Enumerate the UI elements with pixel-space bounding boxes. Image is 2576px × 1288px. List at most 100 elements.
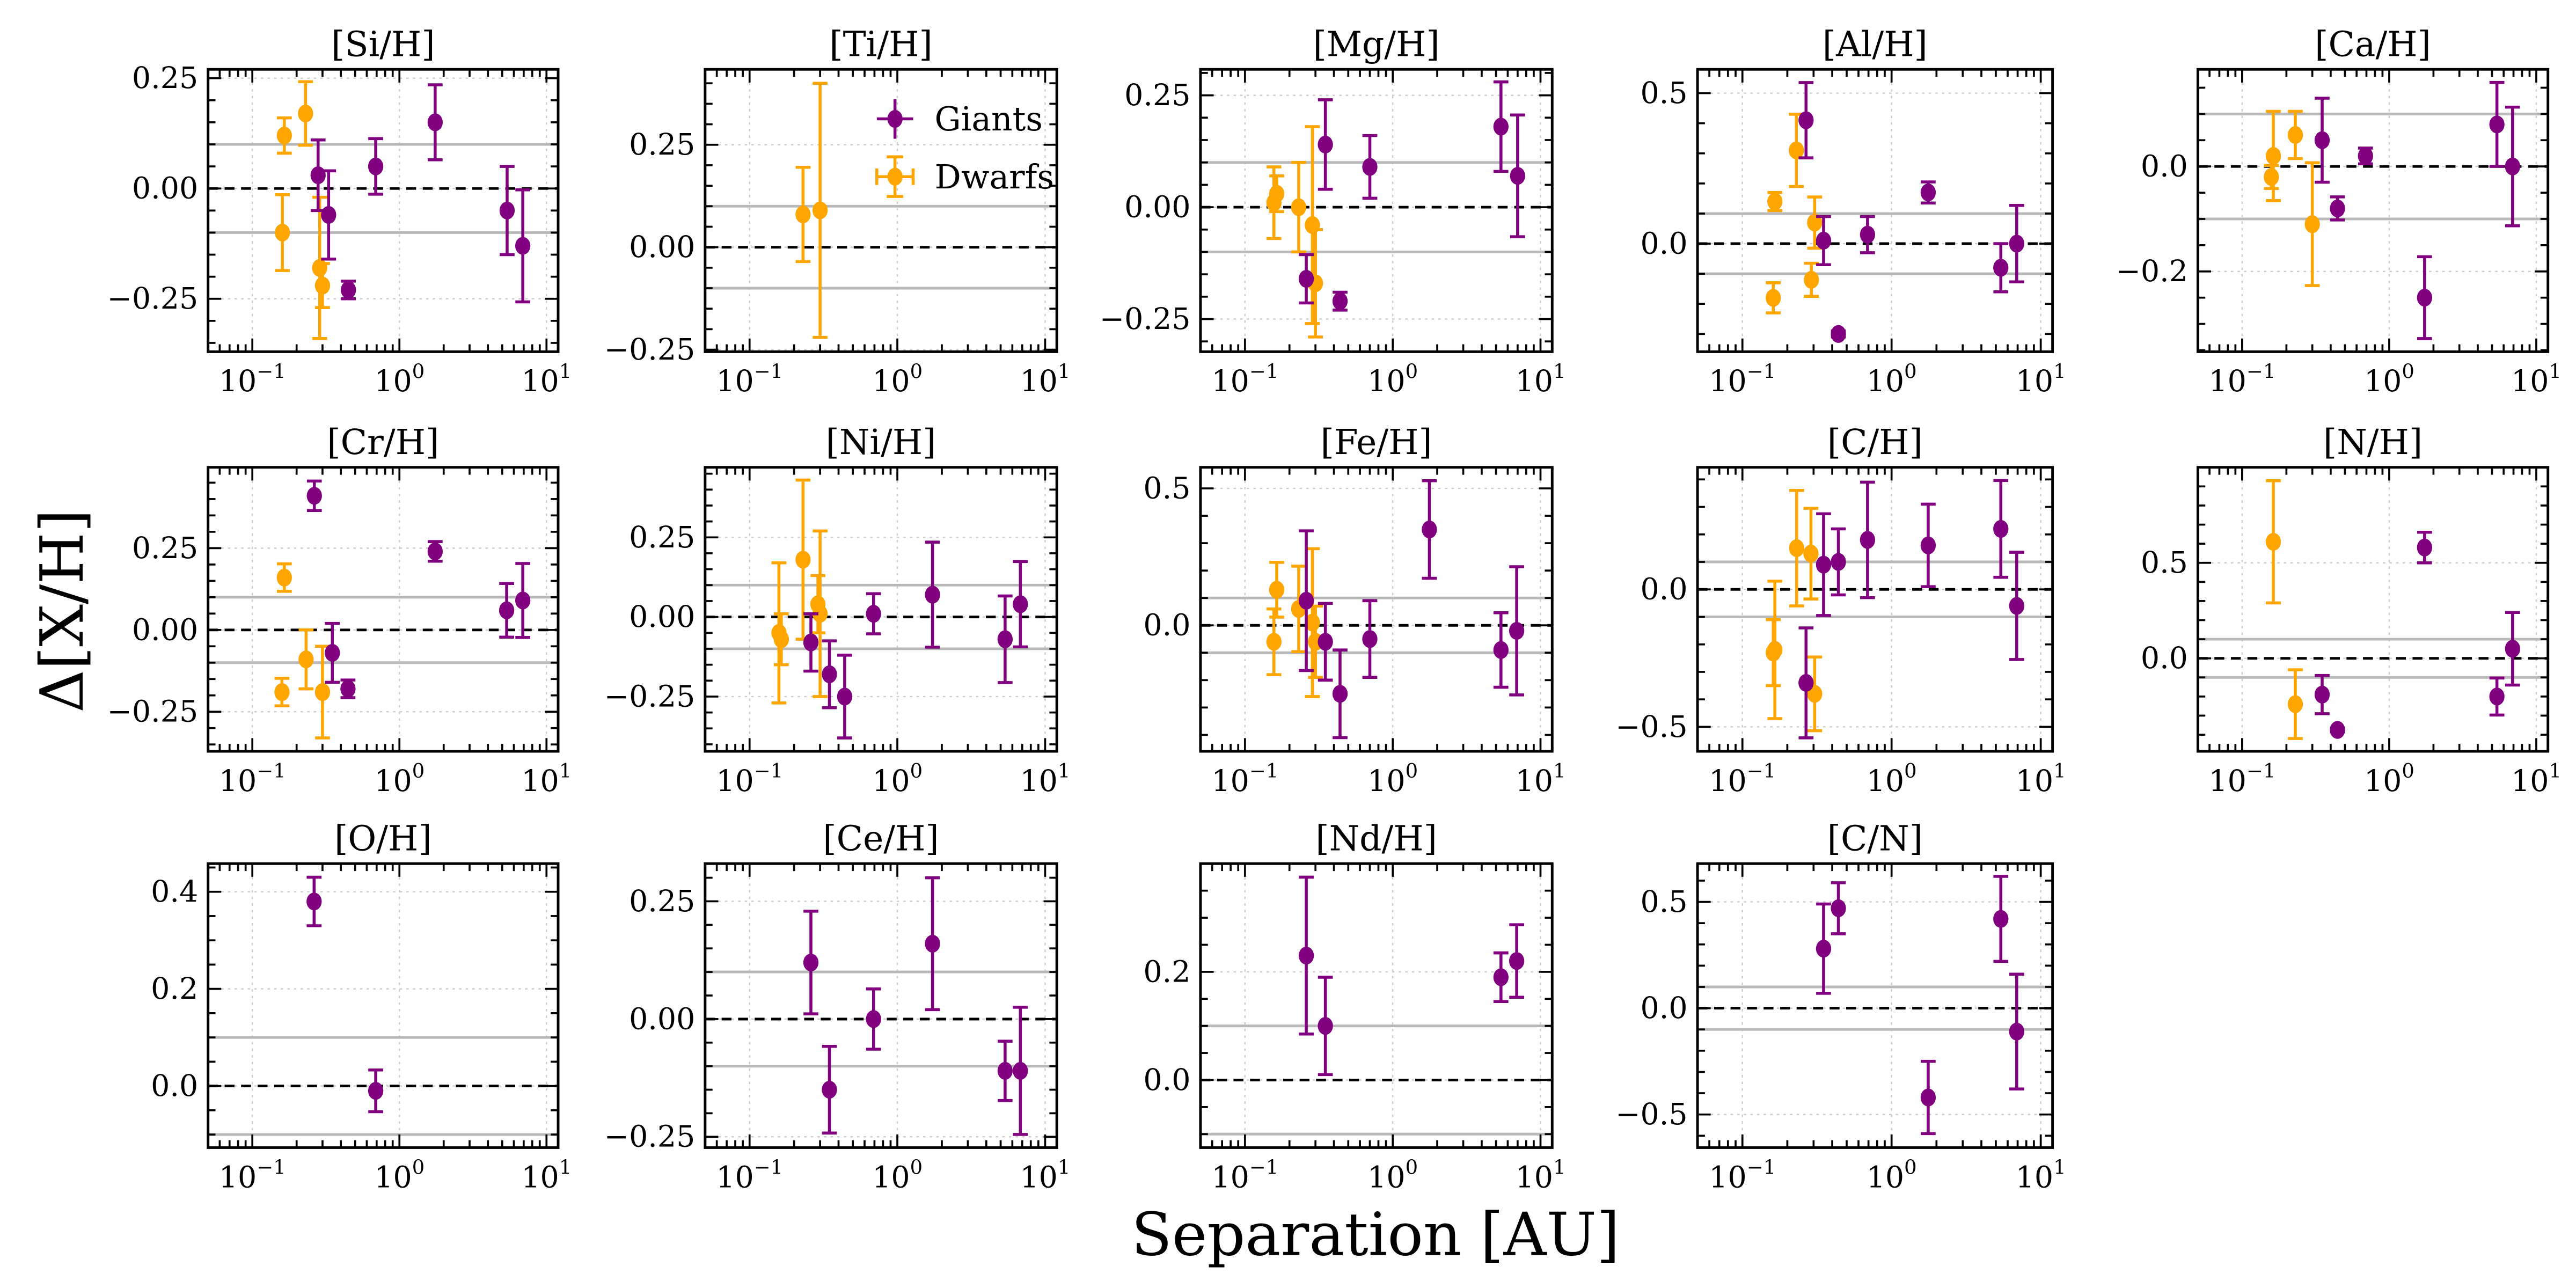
- marker: [1362, 630, 1378, 648]
- marker: [2417, 538, 2433, 557]
- marker: [1493, 118, 1509, 136]
- giant-data-point: [1298, 253, 1314, 305]
- x-tick-label: 10−1: [1709, 759, 1776, 799]
- marker: [1860, 225, 1876, 244]
- giant-data-point: [997, 1040, 1013, 1102]
- plot-area: [1200, 863, 1553, 1148]
- y-tick-label: 0.5: [1641, 885, 1688, 919]
- x-tick-exponent: 0: [1406, 360, 1418, 383]
- axes-frame: [1696, 466, 2054, 753]
- plot-area: [2198, 69, 2548, 352]
- marker: [1509, 952, 1525, 970]
- x-tick-exponent: −1: [1249, 759, 1278, 782]
- panel-title: [O/H]: [334, 819, 431, 859]
- marker: [276, 126, 292, 145]
- x-tick-exponent: −1: [2246, 759, 2275, 782]
- x-tick-exponent: 1: [559, 360, 572, 383]
- giant-data-point: [1362, 599, 1378, 679]
- giant-data-point: [1816, 512, 1832, 617]
- plot-area: [1697, 863, 2053, 1148]
- x-tick-exponent: 1: [2549, 759, 2561, 782]
- giant-data-point: [1422, 479, 1437, 580]
- x-tick-label: 100: [872, 360, 923, 399]
- panel-title: [Ca/H]: [2315, 25, 2431, 65]
- plot-area: [2198, 467, 2548, 751]
- x-tick-exponent: −1: [1747, 360, 1776, 383]
- marker: [325, 643, 340, 662]
- y-tick-label: 0.2: [1143, 955, 1190, 989]
- dwarf-data-point: [314, 645, 331, 740]
- dwarf-data-point: [314, 262, 331, 309]
- giant-data-point: [925, 540, 940, 649]
- panel-o-h: 0.00.20.410−1 100 101[O/H]: [151, 819, 572, 1195]
- x-tick-exponent: 0: [910, 759, 923, 782]
- x-tick-exponent: 1: [559, 1156, 572, 1179]
- y-tick-label: 0.25: [629, 884, 695, 919]
- giant-data-point: [515, 188, 531, 304]
- giant-data-point: [1013, 1006, 1028, 1136]
- y-tick-label: 0.5: [1143, 472, 1190, 506]
- giant-data-point: [2417, 531, 2433, 565]
- plot-area: [705, 467, 1057, 751]
- axes-frame: [704, 466, 1058, 753]
- giant-data-point: [2505, 611, 2520, 687]
- panel-title: [C/N]: [1827, 819, 1923, 859]
- giant-data-point: [1318, 98, 1333, 191]
- dwarf-data-point: [773, 612, 789, 667]
- x-tick-exponent: 1: [1058, 1156, 1070, 1179]
- panel-title: [N/H]: [2323, 422, 2423, 463]
- marker: [1831, 325, 1846, 343]
- marker: [795, 551, 811, 569]
- marker: [276, 568, 292, 587]
- marker: [1266, 633, 1282, 651]
- x-tick-exponent: 0: [2402, 360, 2414, 383]
- giant-data-point: [1509, 923, 1525, 999]
- x-tick-exponent: 0: [412, 759, 425, 782]
- marker: [1510, 167, 1526, 185]
- axes-frame: [1199, 466, 1554, 753]
- giant-data-point: [2505, 105, 2520, 228]
- giant-data-point: [2009, 204, 2024, 284]
- panel-nd-h: 0.00.210−1 100 101[Nd/H]: [1143, 819, 1565, 1195]
- x-tick-label: 100: [872, 1156, 923, 1195]
- y-tick-label: 0.25: [132, 61, 198, 96]
- giant-data-point: [1318, 976, 1333, 1077]
- dwarf-data-point: [274, 677, 290, 708]
- marker: [1493, 968, 1509, 986]
- x-tick-exponent: 0: [1406, 759, 1418, 782]
- marker: [1493, 641, 1509, 659]
- giant-data-point: [340, 678, 356, 699]
- marker: [298, 650, 314, 669]
- giant-data-point: [2489, 676, 2505, 717]
- x-tick-label: 10−1: [219, 759, 286, 799]
- dwarf-data-point: [1789, 489, 1804, 608]
- marker: [1789, 141, 1804, 159]
- giant-data-point: [1510, 113, 1526, 238]
- x-tick-exponent: −1: [2246, 360, 2275, 383]
- marker: [368, 157, 384, 175]
- x-tick-exponent: 0: [1406, 1156, 1418, 1179]
- panel-ca-h: −0.20.010−1 100 101[Ca/H]: [2116, 25, 2562, 399]
- axes-frame: [207, 466, 560, 753]
- plot-area: [1200, 69, 1553, 352]
- x-tick-exponent: −1: [1249, 1156, 1278, 1179]
- y-axis-label: Δ[X/H]: [28, 509, 97, 713]
- marker: [1318, 633, 1333, 651]
- x-tick-exponent: −1: [257, 1156, 286, 1179]
- marker: [1422, 521, 1437, 539]
- giant-data-point: [1920, 180, 1936, 205]
- giant-data-point: [368, 1068, 384, 1114]
- giant-data-point: [925, 876, 940, 1012]
- x-tick-exponent: −1: [754, 1156, 783, 1179]
- giant-data-point: [1816, 215, 1832, 267]
- x-tick-label: 10−1: [2208, 360, 2275, 399]
- x-tick-exponent: 0: [1904, 1156, 1916, 1179]
- marker: [499, 601, 515, 619]
- marker: [1305, 216, 1320, 235]
- dwarf-data-point: [795, 165, 811, 264]
- y-tick-label: 0.25: [132, 531, 198, 566]
- marker: [2314, 685, 2330, 704]
- marker: [306, 892, 322, 911]
- marker: [997, 630, 1013, 648]
